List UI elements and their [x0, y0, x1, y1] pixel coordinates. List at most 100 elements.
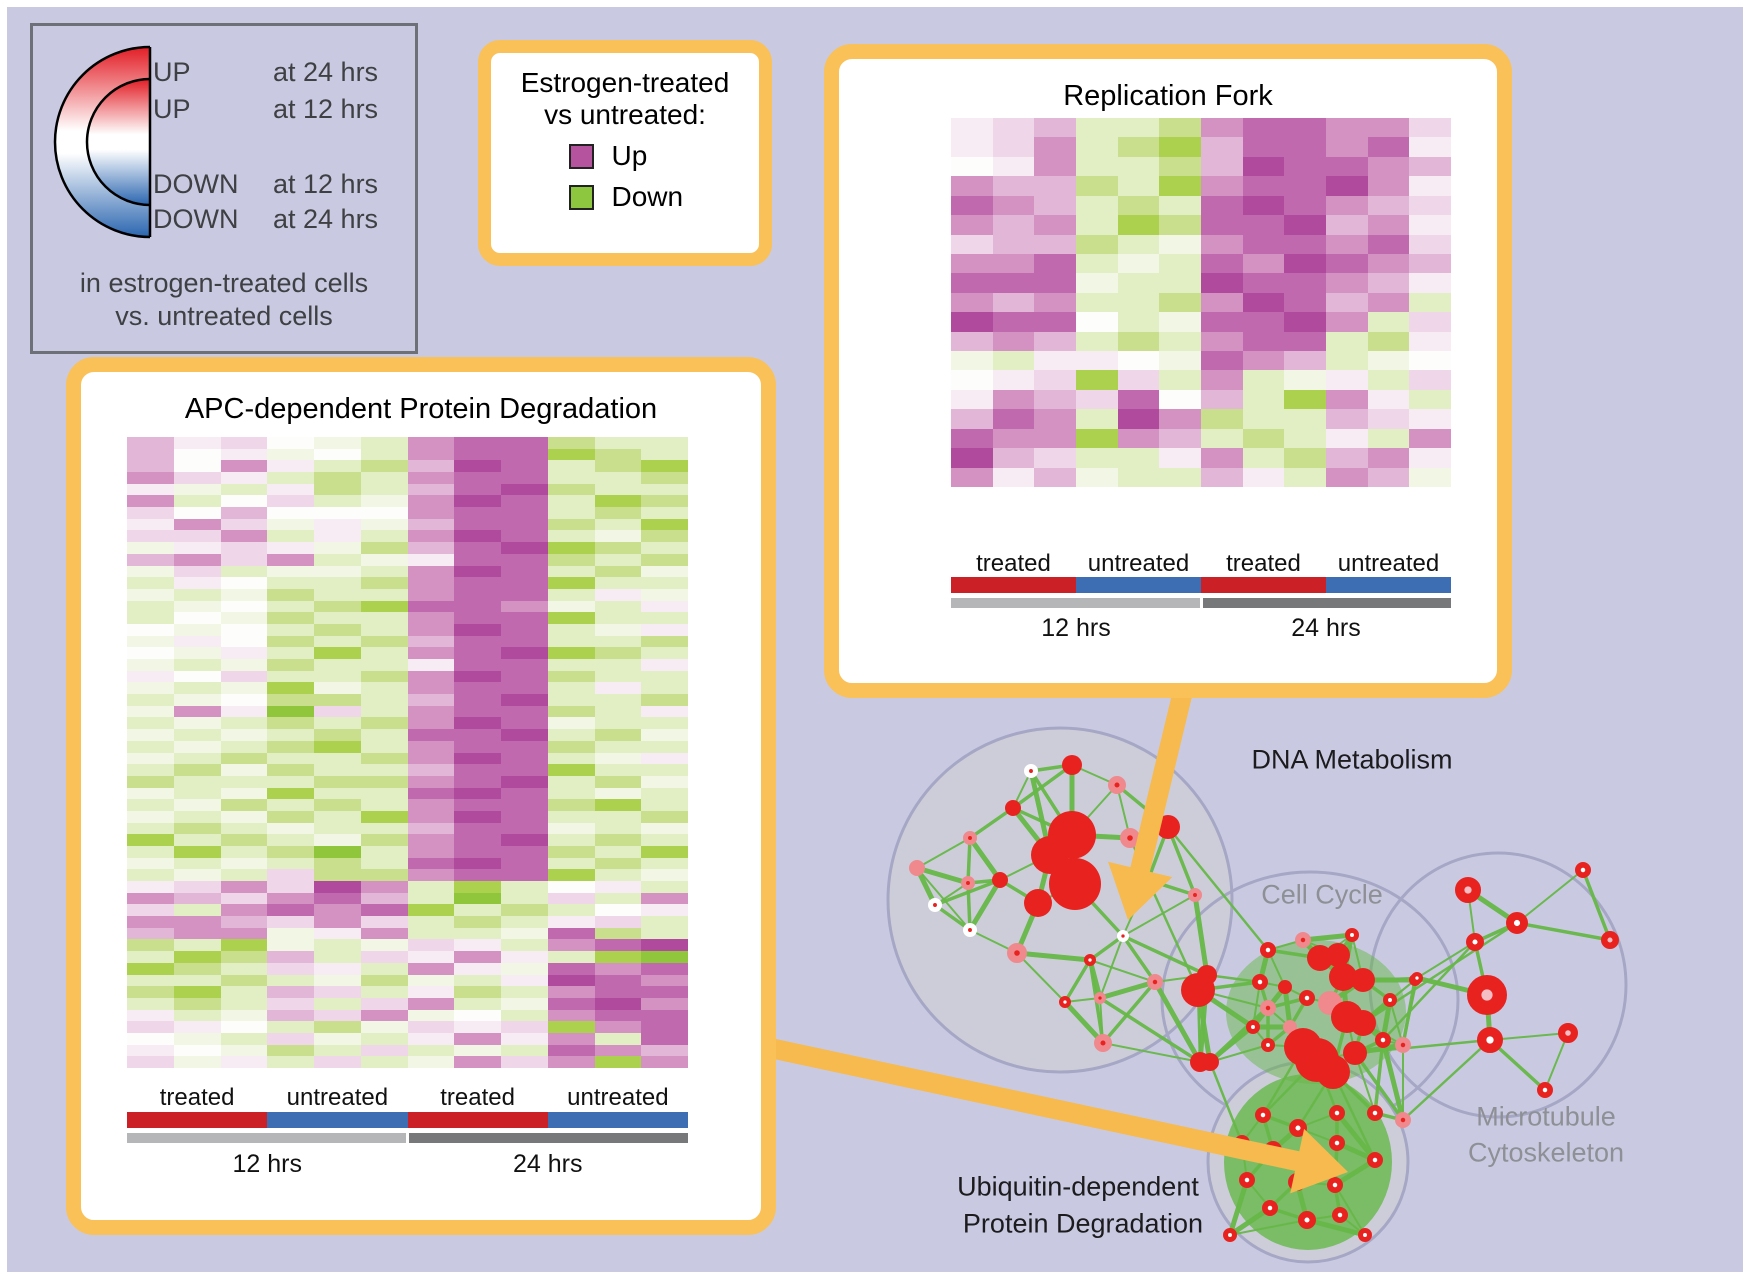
rf-heatmap [951, 118, 1451, 487]
network-node [1329, 963, 1357, 991]
down-12-time: at 12 hrs [273, 169, 379, 199]
treatment-bar [407, 1112, 548, 1128]
group-label: treated [976, 550, 1051, 577]
rf-time-labels: 12 hrs 24 hrs [951, 614, 1451, 643]
network-node [1327, 1177, 1344, 1194]
network-node [1283, 1020, 1297, 1034]
down-24-word: DOWN [153, 204, 239, 234]
callout-arrow [1127, 659, 1200, 885]
treatment-bar [267, 1112, 408, 1128]
network-node [1260, 942, 1277, 959]
network-node [1288, 1118, 1307, 1137]
network-node [1093, 1033, 1112, 1052]
network-node [1375, 1032, 1392, 1049]
legend-down-row: Down [491, 181, 759, 213]
network-node [1575, 862, 1592, 879]
down-24-time: at 24 hrs [273, 204, 379, 234]
time-bar [409, 1133, 688, 1143]
updown-gradient-circles-icon [53, 45, 152, 239]
network-node [1307, 945, 1333, 971]
treatment-bar [547, 1112, 688, 1128]
time-bar [127, 1133, 406, 1143]
treatment-bar [127, 1112, 268, 1128]
network-node [963, 923, 978, 938]
network-node [1537, 1082, 1554, 1099]
network-node [1084, 953, 1097, 966]
network-node [1252, 974, 1269, 991]
apc-heatmap [127, 437, 688, 1068]
cluster-label: Microtubule [1476, 1101, 1616, 1132]
apc-time-bars [127, 1133, 688, 1143]
up-label: Up [611, 140, 648, 171]
group-label: untreated [567, 1084, 669, 1111]
legend-title-line1: Estrogen-treated [520, 67, 730, 98]
network-node [1332, 1207, 1349, 1224]
treatment-bar [1076, 577, 1201, 593]
down-color-swatch [568, 184, 594, 210]
down-label: Down [611, 181, 684, 212]
network-node [1260, 1000, 1277, 1017]
network-node [1350, 1010, 1376, 1036]
up-12-time: at 12 hrs [273, 94, 379, 124]
cluster-label: DNA Metabolism [1251, 744, 1453, 775]
network-node [1062, 755, 1082, 775]
legend-title-line2: vs untreated: [544, 99, 706, 130]
network-node [1505, 912, 1528, 935]
network-node [1351, 968, 1375, 992]
network-node [1466, 975, 1507, 1016]
group-label: untreated [1337, 550, 1440, 577]
time-bar [951, 598, 1200, 608]
network-node [1557, 1022, 1578, 1043]
network-node [1383, 993, 1398, 1008]
treatment-bar [951, 577, 1076, 593]
time-label: 12 hrs [232, 1150, 302, 1178]
apc-title: APC-dependent Protein Degradation [184, 393, 658, 425]
group-label: treated [440, 1084, 515, 1111]
network-node [1395, 1112, 1412, 1129]
cluster-label: Ubiquitin-dependent [957, 1171, 1199, 1202]
network-node [1005, 800, 1021, 816]
cluster-label: Cell Cycle [1261, 879, 1383, 910]
rf-treatment-bars [951, 577, 1451, 593]
network-node [1059, 995, 1072, 1008]
network-node [1117, 929, 1130, 942]
down-12-word: DOWN [153, 169, 239, 199]
callout-arrowhead [1290, 1128, 1348, 1194]
network-node [1119, 827, 1140, 848]
updown-legend-box: UP at 24 hrs UP at 12 hrs DOWN at 12 hrs… [30, 23, 418, 354]
time-label: 12 hrs [1041, 614, 1111, 642]
cluster-label: Protein Degradation [962, 1208, 1204, 1239]
network-node [1411, 971, 1424, 984]
time-label: 24 hrs [513, 1150, 583, 1178]
updown-color-legend: Estrogen-treated vs untreated: Up Down [478, 40, 772, 266]
up-12-word: UP [153, 94, 191, 124]
network-node [1297, 1210, 1316, 1229]
network-node [1477, 1027, 1504, 1054]
network-node [1343, 1041, 1367, 1065]
group-label: treated [159, 1084, 235, 1111]
group-label: treated [1226, 550, 1301, 577]
group-label: untreated [1087, 550, 1190, 577]
network-node [1295, 932, 1312, 949]
network-node [1358, 1228, 1373, 1243]
network-node [909, 860, 925, 876]
rf-group-labels: treated untreated treated untreated [951, 550, 1451, 578]
network-node [1600, 930, 1619, 949]
network-node [1261, 1038, 1276, 1053]
up-color-swatch [568, 143, 594, 169]
network-node [1094, 991, 1107, 1004]
callout-arrowhead [1108, 861, 1173, 920]
network-node [1201, 1053, 1219, 1071]
network-node [1329, 1105, 1346, 1122]
treatment-bar [1201, 577, 1326, 593]
callout-arrow [744, 1033, 1312, 1174]
legend-up-row: Up [491, 140, 759, 172]
time-bar [1202, 598, 1451, 608]
network-node [963, 831, 978, 846]
network-node [1326, 943, 1350, 967]
up-24-word: UP [153, 57, 191, 87]
network-node [1223, 1228, 1238, 1243]
network-node [1024, 764, 1039, 779]
